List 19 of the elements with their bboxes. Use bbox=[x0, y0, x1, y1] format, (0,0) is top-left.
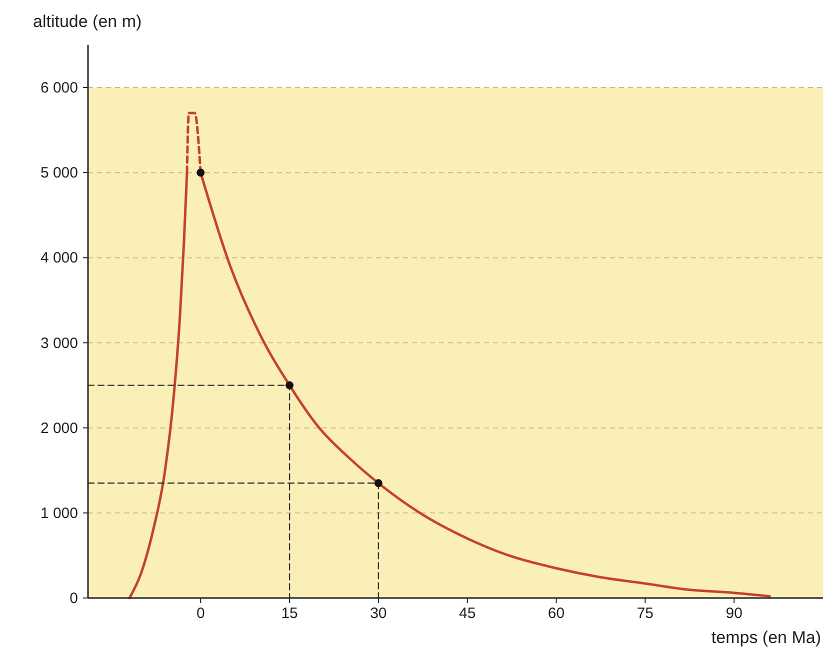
x-tick-label: 60 bbox=[548, 605, 565, 622]
x-tick-label: 90 bbox=[726, 605, 742, 622]
y-tick-label: 1 000 bbox=[40, 504, 78, 522]
y-tick-label: 4 000 bbox=[40, 250, 78, 267]
x-tick-label: 75 bbox=[636, 605, 654, 622]
point bbox=[286, 381, 294, 390]
y-tick-label: 0 bbox=[70, 590, 78, 607]
y-axis-title: altitude (en m) bbox=[33, 12, 142, 31]
x-tick-label: 30 bbox=[370, 605, 387, 622]
y-tick-label: 6 000 bbox=[40, 80, 78, 97]
x-axis-title: temps (en Ma) bbox=[711, 628, 821, 647]
point bbox=[374, 479, 382, 488]
y-tick-label: 5 000 bbox=[40, 164, 78, 182]
x-tick-label: 45 bbox=[459, 605, 476, 622]
x-tick-label: 15 bbox=[281, 605, 298, 622]
point bbox=[196, 168, 205, 177]
y-tick-label: 3 000 bbox=[40, 334, 78, 352]
y-tick-label: 2 000 bbox=[40, 420, 78, 437]
x-tick-label: 0 bbox=[196, 605, 205, 622]
